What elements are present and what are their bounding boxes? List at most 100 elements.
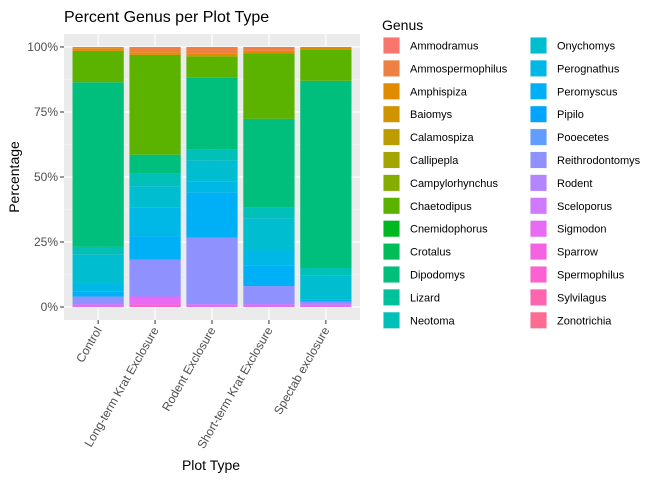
- bar-segment-amphispiza: [300, 47, 352, 50]
- legend-label: Lizard: [410, 292, 440, 304]
- legend-label: Sylvilagus: [557, 292, 607, 304]
- legend-swatch: [383, 60, 400, 77]
- legend-label: Pipilo: [557, 109, 584, 121]
- x-axis-title: Plot Type: [182, 457, 240, 473]
- y-tick-label: 100%: [27, 40, 58, 54]
- bar-segment-neotoma: [129, 173, 181, 187]
- bar-segment-ammospermophilus: [243, 47, 295, 51]
- legend-label: Neotoma: [410, 315, 456, 327]
- bar-segment-onychomys: [186, 160, 238, 182]
- bar-segment-sigmodon: [300, 304, 352, 307]
- bar-segment-dipodomys: [72, 82, 124, 247]
- bars: [72, 47, 352, 307]
- legend-label: Sigmodon: [557, 224, 607, 236]
- y-tick-label: 25%: [34, 235, 58, 249]
- x-tick-label: Control: [73, 325, 104, 366]
- legend-label: Onychomys: [557, 41, 616, 53]
- legend-label: Perognathus: [557, 63, 620, 75]
- bar-segment-reithrodontomys: [186, 237, 238, 305]
- bar-segment-chaetodipus: [129, 54, 181, 155]
- bar-segment-sigmodon: [186, 304, 238, 307]
- bar-segment-chaetodipus: [243, 53, 295, 119]
- bar-segment-onychomys: [72, 254, 124, 284]
- legend-label: Amphispiza: [410, 86, 468, 98]
- legend-swatch: [530, 243, 547, 260]
- legend-label: Sceloporus: [557, 201, 613, 213]
- legend-label: Campylorhynchus: [410, 178, 499, 190]
- bar-segment-peromyscus: [72, 291, 124, 297]
- legend-swatch: [530, 220, 547, 237]
- bar-segment-sigmodon: [72, 304, 124, 307]
- bar-segment-perognathus: [72, 283, 124, 292]
- bar-segment-chaetodipus: [300, 49, 352, 81]
- legend-swatch: [530, 266, 547, 283]
- legend-swatch: [383, 243, 400, 260]
- legend-swatch: [530, 129, 547, 146]
- legend-label: Rodent: [557, 178, 592, 190]
- legend-swatch: [530, 83, 547, 100]
- legend-swatch: [530, 197, 547, 214]
- bar-segment-dipodomys: [243, 118, 295, 208]
- legend-label: Spermophilus: [557, 270, 625, 282]
- bar-segment-peromyscus: [300, 299, 352, 302]
- bar-segment-neotoma: [300, 268, 352, 276]
- legend-swatch: [383, 129, 400, 146]
- y-axis-title: Percentage: [6, 141, 22, 213]
- bar-segment-onychomys: [300, 275, 352, 300]
- legend-label: Zonotrichia: [557, 315, 612, 327]
- chart-title: Percent Genus per Plot Type: [64, 9, 269, 26]
- legend-label: Dipodomys: [410, 270, 466, 282]
- legend-label: Chaetodipus: [410, 201, 472, 213]
- legend-swatch: [530, 174, 547, 191]
- bar-segment-ammospermophilus: [129, 47, 181, 53]
- legend-swatch: [383, 106, 400, 123]
- legend-label: Crotalus: [410, 247, 451, 259]
- bar-segment-amphispiza: [243, 50, 295, 54]
- bar-segment-onychomys: [129, 186, 181, 208]
- legend-label: Cnemidophorus: [410, 224, 488, 236]
- legend-swatch: [383, 312, 400, 329]
- legend-swatch: [383, 197, 400, 214]
- legend-swatch: [530, 106, 547, 123]
- y-tick-label: 50%: [34, 170, 58, 184]
- bar-segment-amphispiza: [72, 48, 124, 51]
- legend-title: Genus: [382, 17, 423, 33]
- legend-label: Peromyscus: [557, 86, 618, 98]
- legend-swatch: [383, 174, 400, 191]
- bar-segment-chaetodipus: [72, 50, 124, 83]
- legend-swatch: [383, 83, 400, 100]
- legend-label: Ammospermophilus: [410, 63, 508, 75]
- legend-label: Callipepla: [410, 155, 459, 167]
- legend-swatch: [530, 289, 547, 306]
- bar-segment-dipodomys: [186, 77, 238, 150]
- legend-label: Sparrow: [557, 247, 598, 259]
- bar-segment-perognathus: [129, 207, 181, 237]
- bar-segment-neotoma: [243, 207, 295, 219]
- bar-segment-neotoma: [186, 149, 238, 161]
- legend-label: Pooecetes: [557, 132, 609, 144]
- bar-segment-spermophilus: [129, 304, 181, 307]
- x-tick-label: Spectab exclosure: [271, 324, 333, 417]
- bar-segment-reithrodontomys: [72, 296, 124, 305]
- y-tick-label: 75%: [34, 105, 58, 119]
- legend: Genus Ammodramus Ammospermophilus Amphispi…: [382, 17, 641, 329]
- x-tick-label: Rodent Exclosure: [159, 324, 219, 413]
- bar-segment-perognathus: [186, 181, 238, 193]
- legend-label: Reithrodontomys: [557, 155, 641, 167]
- bar-segment-sigmodon: [243, 304, 295, 307]
- y-axis: 0% 25% 50% 75% 100%: [27, 40, 64, 314]
- bar-segment-dipodomys: [300, 80, 352, 268]
- bar-segment-peromyscus: [129, 236, 181, 260]
- bar-segment-onychomys: [243, 218, 295, 250]
- bar-segment-reithrodontomys: [243, 286, 295, 305]
- bar-segment-amphispiza: [186, 53, 238, 57]
- legend-label: Calamospiza: [410, 132, 474, 144]
- bar-segment-sigmodon: [129, 296, 181, 305]
- legend-label: Ammodramus: [410, 41, 479, 53]
- bar-segment-dipodomys: [129, 154, 181, 174]
- bar-segment-ammospermophilus: [186, 47, 238, 54]
- bar-segment-amphispiza: [129, 52, 181, 55]
- legend-swatch: [383, 152, 400, 168]
